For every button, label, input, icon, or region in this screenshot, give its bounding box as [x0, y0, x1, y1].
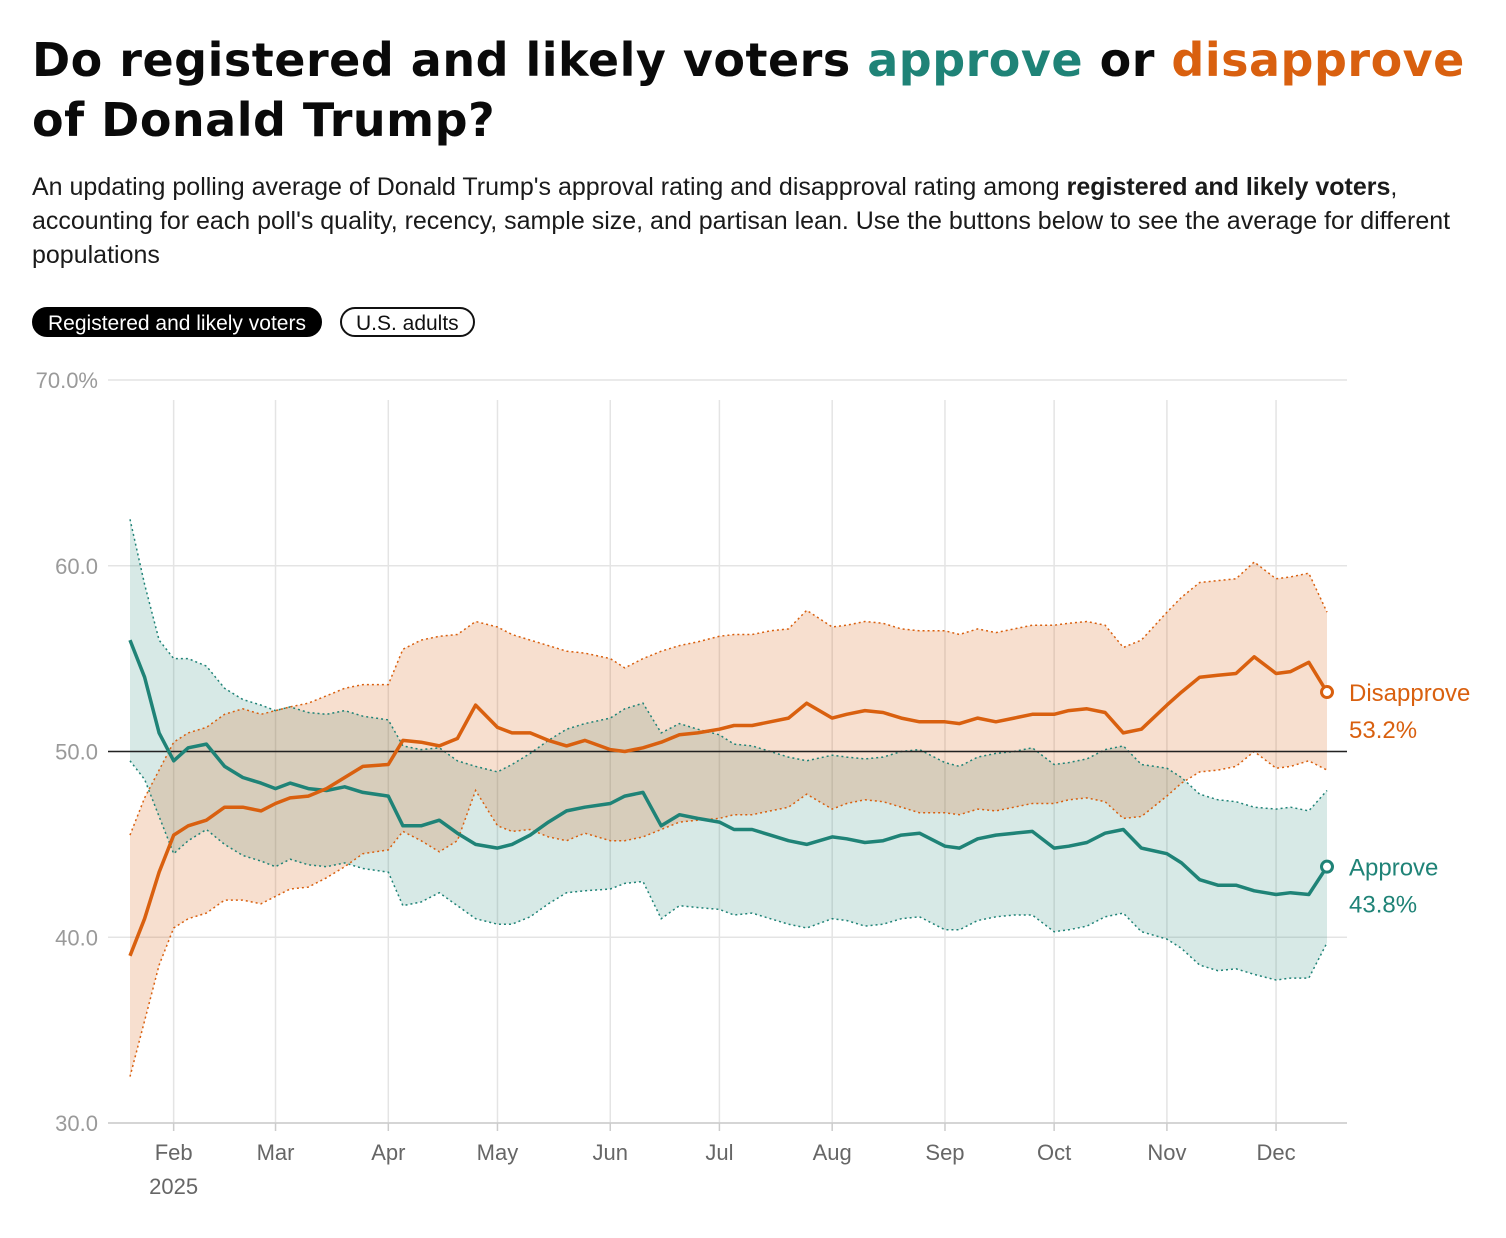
chart-title: Do registered and likely voters approve …: [32, 30, 1472, 150]
x-tick-label: Aug: [813, 1140, 852, 1165]
title-prefix: Do registered and likely voters: [32, 33, 868, 87]
disapprove-end-marker: [1320, 685, 1334, 700]
y-tick-label: 30.0: [55, 1111, 98, 1136]
chart-subtitle: An updating polling average of Donald Tr…: [32, 170, 1472, 272]
approval-chart: 30.0 40.0 50.0 60.0 70.0% Feb Mar Apr May Jun Jul A…: [0, 360, 1506, 1238]
title-or: or: [1083, 33, 1172, 87]
title-suffix: of Donald Trump?: [32, 93, 496, 147]
title-disapprove-word: disapprove: [1171, 33, 1465, 87]
subtitle-prefix: An updating polling average of Donald Tr…: [32, 173, 1067, 201]
disapprove-lower-bound: [129, 750, 1328, 1077]
x-tick-label: May: [477, 1140, 519, 1165]
x-tick-label: Dec: [1257, 1140, 1296, 1165]
y-tick-label: 60.0: [55, 554, 98, 579]
x-tick-label: Jul: [705, 1140, 733, 1165]
approve-uncertainty-band: [130, 519, 1327, 980]
x-tick-label: Mar: [257, 1140, 295, 1165]
population-toggle-group: Registered and likely voters U.S. adults: [32, 307, 475, 337]
y-tick-label: 40.0: [55, 925, 98, 950]
approve-series-label: Approve: [1349, 855, 1438, 882]
toggle-us-adults[interactable]: U.S. adults: [339, 307, 475, 337]
disapprove-upper-bound: [129, 561, 1328, 836]
x-tick-label: Jun: [593, 1140, 628, 1165]
x-tick-label: Nov: [1147, 1140, 1186, 1165]
x-tick-label: Sep: [925, 1140, 964, 1165]
approve-value-label: 43.8%: [1349, 892, 1417, 919]
subtitle-suffix: , accounting for each poll's quality, re…: [32, 173, 1451, 269]
disapprove-series-label: Disapprove: [1349, 680, 1470, 707]
x-tick-label: Apr: [371, 1140, 405, 1165]
disapprove-line: [128, 655, 1329, 957]
approve-upper-bound: [129, 519, 1328, 812]
title-approve-word: approve: [867, 33, 1084, 87]
approve-end-marker: [1320, 859, 1334, 874]
subtitle-bold: registered and likely voters: [1066, 173, 1391, 201]
approval-chart-svg: 30.0 40.0 50.0 60.0 70.0% Feb Mar Apr May Jun Jul A…: [36, 368, 1471, 1199]
approve-line: [128, 639, 1329, 897]
y-tick-label: 70.0%: [36, 368, 98, 393]
x-tick-label: Oct: [1037, 1140, 1071, 1165]
disapprove-value-label: 53.2%: [1349, 717, 1417, 744]
toggle-registered-likely-voters[interactable]: Registered and likely voters: [32, 307, 322, 337]
y-tick-label: 50.0: [55, 740, 98, 765]
disapprove-uncertainty-band: [130, 562, 1327, 1077]
x-tick-label: Feb: [155, 1140, 193, 1165]
x-year-label: 2025: [149, 1174, 198, 1199]
